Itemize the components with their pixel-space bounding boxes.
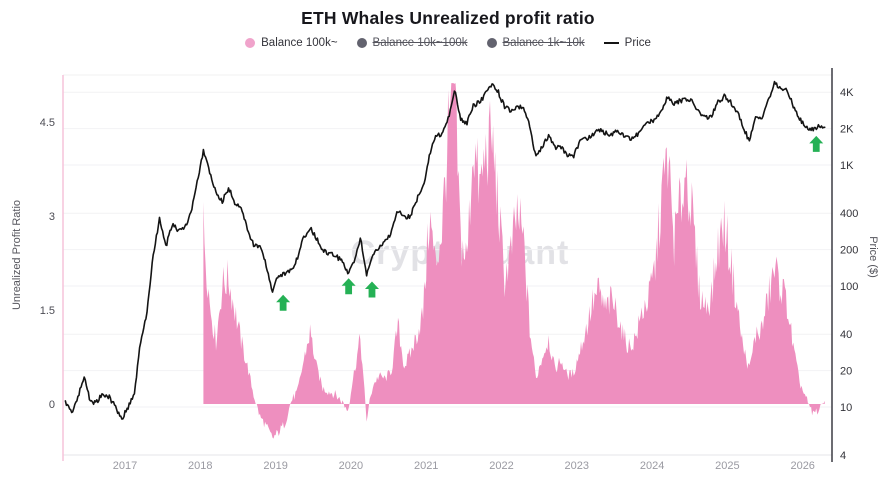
- right-axis-tick: 100: [840, 281, 858, 293]
- right-axis-tick: 4: [840, 450, 846, 462]
- buy-signal-arrow: [809, 135, 824, 152]
- left-axis-tick: 4.5: [40, 117, 55, 129]
- legend-item-balance-1k-10k[interactable]: Balance 1k~10k: [486, 37, 585, 49]
- legend-item-balance-10k-100k[interactable]: Balance 10k~100k: [356, 37, 468, 49]
- x-axis-tick-year: 2019: [263, 460, 287, 472]
- x-axis-tick-year: 2020: [339, 460, 363, 472]
- gray-dot-icon: [356, 38, 367, 48]
- x-axis-tick-year: 2024: [640, 460, 664, 472]
- legend: Balance 100k~ Balance 10k~100k Balance 1…: [0, 37, 896, 49]
- left-axis-tick: 3: [49, 211, 55, 223]
- legend-item-price[interactable]: Price: [603, 37, 651, 49]
- x-axis-tick-year: 2025: [715, 460, 739, 472]
- x-axis-tick-year: 2021: [414, 460, 438, 472]
- x-axis-tick-year: 2026: [790, 460, 814, 472]
- x-axis-tick-year: 2023: [565, 460, 589, 472]
- pink-dot-icon: [245, 38, 256, 48]
- balance-100k-area[interactable]: [203, 83, 825, 439]
- legend-item-balance-100k[interactable]: Balance 100k~: [245, 37, 338, 49]
- left-axis-title: Unrealized Profit Ratio: [11, 199, 23, 311]
- right-axis-tick: 200: [840, 245, 858, 257]
- buy-signal-arrow: [364, 281, 379, 298]
- chart-title: ETH Whales Unrealized profit ratio: [301, 8, 595, 28]
- left-axis-tick: 0: [49, 399, 55, 411]
- right-axis-tick: 20: [840, 366, 852, 378]
- x-axis-tick-year: 2017: [113, 460, 137, 472]
- line-marker-icon: [603, 42, 619, 44]
- price-line[interactable]: [64, 80, 826, 420]
- buy-signal-arrow: [276, 294, 291, 311]
- x-axis-tick-year: 2018: [188, 460, 212, 472]
- right-axis-tick: 1K: [840, 160, 854, 172]
- right-axis-tick: 400: [840, 208, 858, 220]
- x-axis-tick-year: 2022: [489, 460, 513, 472]
- left-axis-tick: 1.5: [40, 305, 55, 317]
- right-axis-title: Price ($): [867, 236, 879, 278]
- right-axis-tick: 4K: [840, 87, 854, 99]
- gray-dot-icon: [486, 38, 497, 48]
- buy-signal-arrow: [341, 278, 356, 295]
- right-axis-tick: 40: [840, 329, 852, 341]
- right-axis-tick: 2K: [840, 124, 854, 136]
- right-axis-tick: 10: [840, 402, 852, 414]
